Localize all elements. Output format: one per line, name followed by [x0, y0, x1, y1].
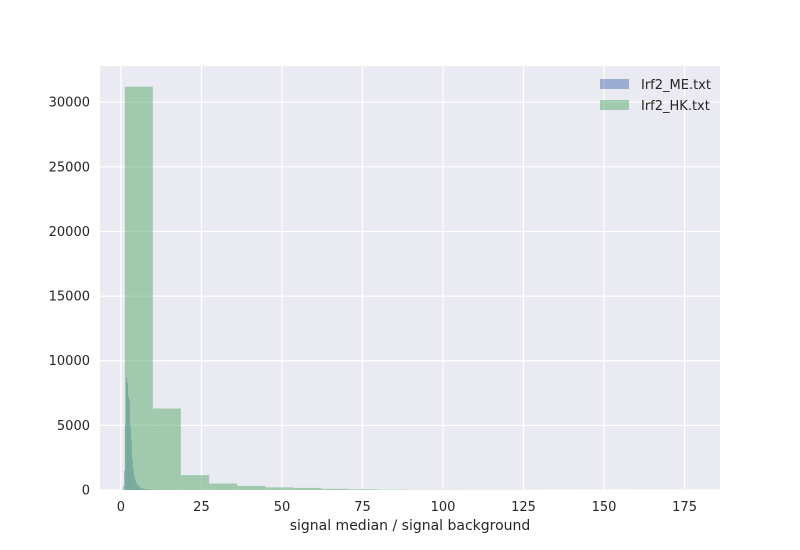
x-tick-label: 100: [431, 500, 456, 515]
y-tick-label: 15000: [49, 290, 90, 305]
x-axis-ticks: 0 25 50 75 100 125 150 175: [117, 500, 697, 515]
x-tick-label: 150: [592, 500, 617, 515]
legend-label: Irf2_ME.txt: [641, 78, 711, 93]
x-tick-label: 125: [511, 500, 536, 515]
histogram-bar: [180, 475, 210, 490]
histogram-bar: [124, 86, 153, 491]
x-tick-label: 0: [117, 500, 125, 515]
plot-area-background: [100, 66, 720, 490]
histogram-bars: [122, 86, 687, 491]
histogram-bar: [209, 483, 238, 490]
histogram-bar: [152, 408, 181, 490]
legend-swatch: [600, 100, 629, 110]
y-tick-label: 10000: [49, 354, 90, 369]
histogram-bar: [321, 488, 350, 490]
histogram-bar: [237, 485, 266, 490]
histogram-bar: [123, 486, 125, 490]
grid-lines: [100, 66, 720, 491]
y-tick-label: 25000: [49, 160, 90, 175]
histogram-bar: [293, 487, 322, 490]
y-tick-label: 20000: [49, 225, 90, 240]
x-tick-label: 175: [672, 500, 697, 515]
x-tick-label: 25: [193, 500, 210, 515]
series-2-bars: [124, 86, 687, 491]
histogram-bar: [122, 489, 124, 490]
x-axis-label: signal median / signal background: [290, 518, 531, 534]
legend: Irf2_ME.txt Irf2_HK.txt: [600, 78, 711, 114]
x-tick-label: 75: [354, 500, 371, 515]
y-axis-ticks: 0 5000 10000 15000 20000 25000 30000: [49, 96, 90, 499]
legend-label: Irf2_HK.txt: [641, 99, 710, 114]
x-tick-label: 50: [274, 500, 291, 515]
y-tick-label: 5000: [57, 419, 90, 434]
legend-swatch: [600, 79, 629, 89]
histogram-bar: [124, 470, 126, 490]
y-tick-label: 0: [82, 484, 90, 499]
histogram-bar: [265, 487, 294, 490]
histogram-bar: [349, 489, 378, 490]
y-tick-label: 30000: [49, 96, 90, 111]
